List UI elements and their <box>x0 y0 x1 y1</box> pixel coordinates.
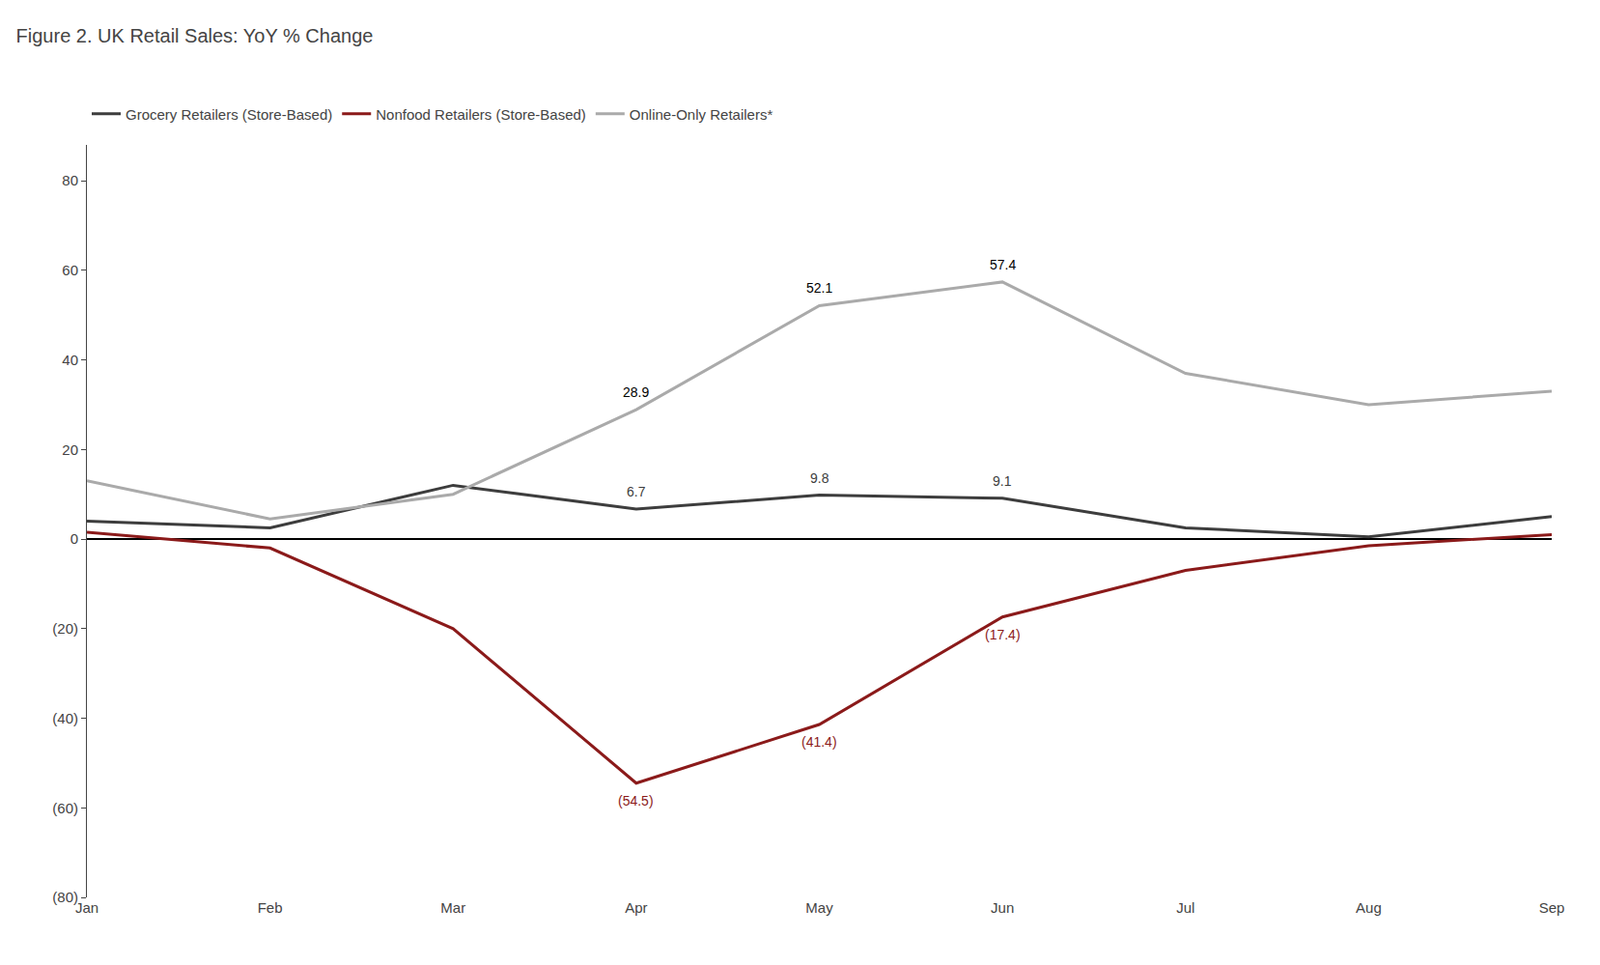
svg-text:9.8: 9.8 <box>810 470 830 486</box>
svg-text:52.1: 52.1 <box>806 280 833 296</box>
svg-text:Feb: Feb <box>257 898 283 916</box>
svg-text:Online-Only Retailers*: Online-Only Retailers* <box>629 106 774 123</box>
svg-text:May: May <box>805 898 834 916</box>
svg-text:Jun: Jun <box>990 898 1014 916</box>
svg-text:Aug: Aug <box>1355 898 1382 916</box>
svg-text:Apr: Apr <box>624 898 647 916</box>
svg-text:0: 0 <box>70 530 79 547</box>
svg-text:(20): (20) <box>52 619 79 637</box>
svg-text:20: 20 <box>61 441 79 458</box>
svg-text:Mar: Mar <box>440 898 466 916</box>
svg-text:Nonfood Retailers (Store-Based: Nonfood Retailers (Store-Based) <box>375 106 587 123</box>
svg-text:(41.4): (41.4) <box>801 733 838 750</box>
svg-text:40: 40 <box>61 351 79 368</box>
svg-text:Jul: Jul <box>1176 898 1195 916</box>
svg-text:(54.5): (54.5) <box>617 792 654 809</box>
svg-text:(40): (40) <box>52 709 79 727</box>
svg-text:80: 80 <box>61 171 79 189</box>
svg-text:60: 60 <box>61 261 79 279</box>
svg-text:(80): (80) <box>52 888 79 905</box>
svg-text:28.9: 28.9 <box>622 384 649 400</box>
svg-text:Jan: Jan <box>75 898 99 916</box>
svg-text:(17.4): (17.4) <box>984 626 1021 643</box>
svg-text:57.4: 57.4 <box>989 256 1016 273</box>
svg-text:Sep: Sep <box>1539 898 1566 916</box>
svg-text:Figure 2. UK Retail Sales: YoY: Figure 2. UK Retail Sales: YoY % Change <box>16 25 374 47</box>
svg-text:9.1: 9.1 <box>992 473 1012 489</box>
svg-text:Grocery Retailers (Store-Based: Grocery Retailers (Store-Based) <box>125 106 333 123</box>
svg-text:6.7: 6.7 <box>626 483 646 500</box>
svg-text:(60): (60) <box>52 799 79 816</box>
